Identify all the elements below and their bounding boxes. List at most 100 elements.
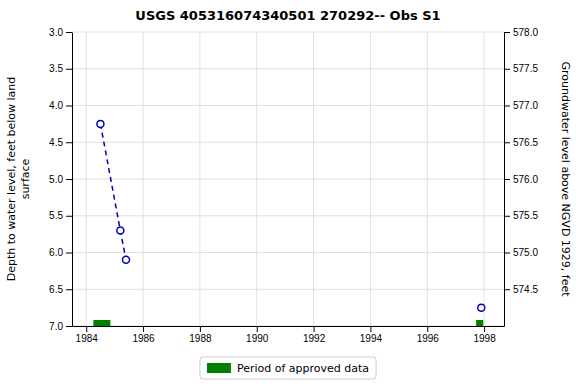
tick-label: 577.5 <box>513 63 538 74</box>
tick-mark <box>504 253 510 254</box>
tick-mark <box>200 326 201 332</box>
tick-mark <box>504 106 510 107</box>
tick: 1990 <box>246 326 269 344</box>
tick-label: 1994 <box>360 333 383 344</box>
tick: 1992 <box>303 326 326 344</box>
y-axis: 3.0 3.5 4.0 4.5 5.0 5.5 6.0 6.5 7.0 <box>49 27 72 332</box>
tick-label: 1990 <box>246 333 269 344</box>
tick-label: 6.0 <box>49 247 63 258</box>
tick-label: 4.0 <box>49 100 63 111</box>
tick-label: 1998 <box>473 333 496 344</box>
grid-line-y <box>72 179 504 180</box>
tick-label: 3.0 <box>49 27 63 38</box>
legend-swatch <box>207 363 231 373</box>
tick: 5.5 <box>49 210 72 221</box>
tick: 576.0 <box>504 174 538 185</box>
tick-mark <box>314 326 315 332</box>
legend: Period of approved data <box>200 357 376 379</box>
legend-label: Period of approved data <box>237 362 369 375</box>
grid-line-y <box>72 252 504 253</box>
grid-line-y <box>72 142 504 143</box>
tick: 575.0 <box>504 247 538 258</box>
y-axis-title: Depth to water level, feet below landsur… <box>5 77 31 282</box>
tick: 4.5 <box>49 137 72 148</box>
tick-mark <box>484 326 485 332</box>
tick-label: 1988 <box>189 333 212 344</box>
axis-line <box>73 326 505 327</box>
tick-mark <box>66 253 72 254</box>
tick-mark <box>504 216 510 217</box>
tick-label: 576.5 <box>513 137 538 148</box>
period-bar <box>476 320 483 326</box>
point <box>478 304 485 311</box>
tick-mark <box>66 326 72 327</box>
legend-item: Period of approved data <box>207 362 369 375</box>
tick-label: 5.0 <box>49 174 63 185</box>
tick-mark <box>504 32 510 33</box>
tick: 7.0 <box>49 321 72 332</box>
series-line <box>100 124 126 260</box>
tick: 574.5 <box>504 284 538 295</box>
tick: 1996 <box>417 326 440 344</box>
tick-mark <box>66 32 72 33</box>
title: USGS 405316074340501 270292-- Obs S1 <box>135 8 440 23</box>
tick-label: 7.0 <box>49 321 63 332</box>
tick: 1994 <box>360 326 383 344</box>
tick-mark <box>427 326 428 332</box>
tick-mark <box>86 326 87 332</box>
period-bar <box>93 320 110 326</box>
tick-label: 4.5 <box>49 137 63 148</box>
tick-label: 578.0 <box>513 27 538 38</box>
tick: 1984 <box>76 326 99 344</box>
legend-frame <box>200 357 376 379</box>
grid-line-y <box>72 32 504 33</box>
tick-label: 6.5 <box>49 284 63 295</box>
tick: 576.5 <box>504 137 538 148</box>
tick-mark <box>66 142 72 143</box>
tick-mark <box>504 289 510 290</box>
grid <box>72 32 504 326</box>
tick-label: 577.0 <box>513 100 538 111</box>
tick: 577.0 <box>504 100 538 111</box>
tick: 6.0 <box>49 247 72 258</box>
tick-mark <box>143 326 144 332</box>
y2-axis: 578.0 577.5 577.0 576.5 576.0 575.5 575.0 574.5 <box>504 27 538 327</box>
tick-label: 1992 <box>303 333 326 344</box>
tick: 1988 <box>189 326 212 344</box>
chart: 1984 1986 1988 1990 1992 1994 1996 1998 3.0 3.5 4.… <box>0 0 576 384</box>
tick-mark <box>66 69 72 70</box>
tick-mark <box>370 326 371 332</box>
grid-line-y <box>72 289 504 290</box>
tick: 3.5 <box>49 63 72 74</box>
tick: 577.5 <box>504 63 538 74</box>
tick-label: 575.0 <box>513 247 538 258</box>
tick: 4.0 <box>49 100 72 111</box>
tick-mark <box>66 179 72 180</box>
tick: 1986 <box>132 326 155 344</box>
tick-mark <box>504 69 510 70</box>
tick-label: 575.5 <box>513 210 538 221</box>
tick-mark <box>66 289 72 290</box>
tick-label: 1986 <box>132 333 155 344</box>
grid-line-y <box>72 105 504 106</box>
point <box>97 120 104 127</box>
tick-label: 574.5 <box>513 284 538 295</box>
y2-axis-title: Groundwater level above NGVD 1929, feet <box>559 61 572 297</box>
tick: 3.0 <box>49 27 72 38</box>
grid-line-y <box>72 326 504 327</box>
point <box>117 227 124 234</box>
tick-label: 3.5 <box>49 63 63 74</box>
grid-line-y <box>72 215 504 216</box>
y-axis-title-line: surface <box>19 158 32 199</box>
grid-line-y <box>72 68 504 69</box>
tick: 6.5 <box>49 284 72 295</box>
tick-mark <box>66 216 72 217</box>
point <box>123 256 130 263</box>
tick-label: 1984 <box>76 333 99 344</box>
tick: 575.5 <box>504 210 538 221</box>
tick: 578.0 <box>504 27 538 38</box>
marks <box>93 120 484 326</box>
tick-mark <box>504 179 510 180</box>
tick-label: 5.5 <box>49 210 63 221</box>
tick-label: 576.0 <box>513 174 538 185</box>
